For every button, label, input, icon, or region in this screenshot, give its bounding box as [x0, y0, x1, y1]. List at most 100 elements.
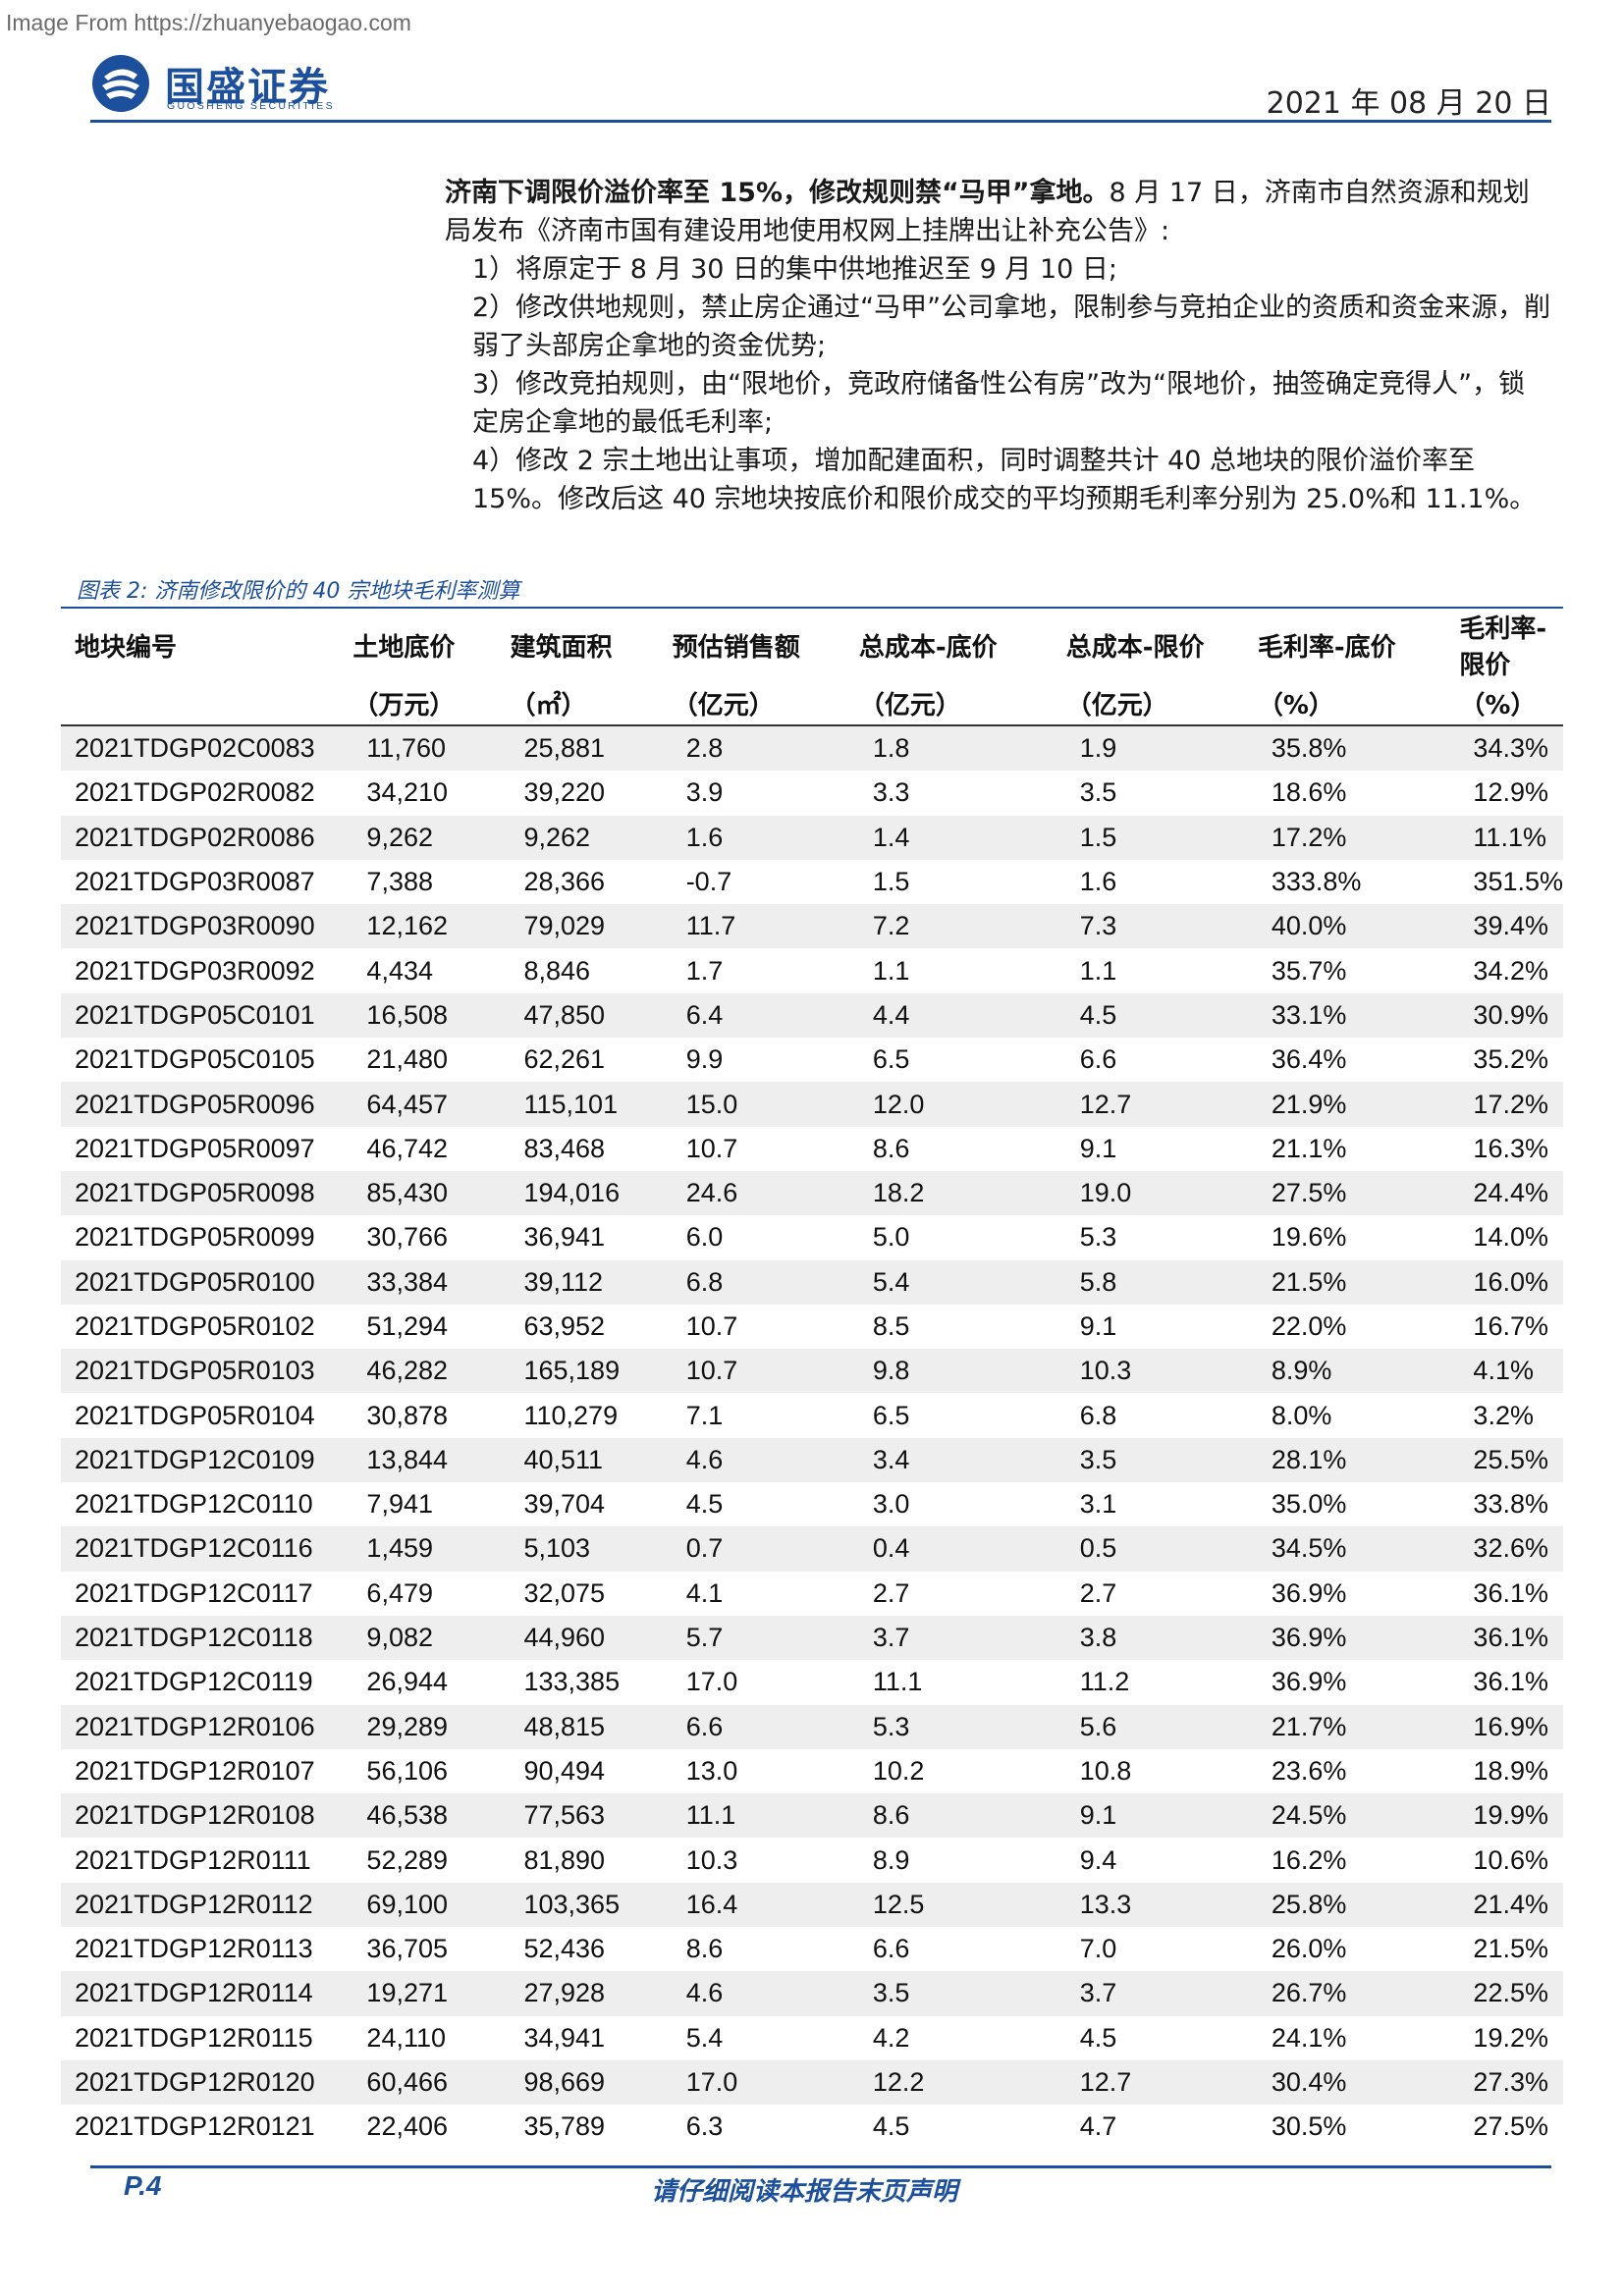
- column-header: 毛利率-限价: [1459, 614, 1547, 680]
- table-cell: 3.7: [1065, 1971, 1258, 2016]
- table-cell: 4.5: [1065, 992, 1258, 1039]
- table-cell: 63,952: [523, 1311, 606, 1341]
- table-cell: 333.8%: [1271, 867, 1362, 897]
- column-header: 毛利率-底价: [1257, 632, 1396, 663]
- table-cell: 351.5%: [1473, 867, 1563, 897]
- table-cell: 36,941: [523, 1222, 606, 1253]
- parcel-id-cell: 2021TDGP12R0107: [75, 1755, 315, 1786]
- table-cell: 9.4: [1079, 1844, 1117, 1875]
- table-cell: 9.8: [858, 1349, 1066, 1394]
- parcel-id-cell: 2021TDGP12R0106: [61, 1704, 353, 1749]
- table-cell: 5.4: [685, 2022, 724, 2053]
- table-cell: 39,704: [523, 1489, 606, 1520]
- body-paragraph: 济南下调限价溢价率至 15%，修改规则禁“马甲”拿地。8 月 17 日，济南市自…: [445, 174, 1551, 518]
- table-cell: 83,468: [523, 1133, 606, 1163]
- table-cell: 4.5: [1079, 2022, 1117, 2053]
- table-cell: 13.3: [1065, 1882, 1258, 1928]
- table-cell: 17.0: [685, 1667, 738, 1697]
- table-cell: 11.1: [872, 1667, 923, 1697]
- page-number: P.4: [124, 2170, 162, 2201]
- table-row: 2021TDGP12C0117 6,479 32,075 4.1 2.7 2.7 36.9%…: [61, 1572, 1563, 1616]
- table-cell: 35.0%: [1271, 1489, 1347, 1520]
- table-cell: 11,760: [352, 725, 511, 772]
- parcel-id-cell: 2021TDGP05R0104: [75, 1400, 315, 1430]
- table-cell: 8.6: [685, 1934, 724, 1964]
- table-cell: 4.5: [872, 2111, 910, 2142]
- list-item: 3）修改竞拍规则，由“限地价，竞政府储备性公有房”改为“限地价，抽签确定竞得人”…: [472, 369, 1526, 438]
- table-cell: 3.4: [858, 1437, 1066, 1483]
- table-cell: 56,106: [366, 1755, 449, 1786]
- table-cell: 3.5: [1065, 1437, 1258, 1483]
- table-cell: 35.2%: [1473, 1044, 1548, 1075]
- table-row: 2021TDGP02R0086 9,262 9,262 1.6 1.4 1.5 17.2% 1…: [61, 815, 1563, 860]
- table-cell: 29,289: [352, 1704, 511, 1749]
- parcel-id-cell: 2021TDGP05R0100: [61, 1259, 353, 1305]
- table-row: 2021TDGP12R0106 29,289 48,815 6.6 5.3 5.6 21.7…: [61, 1704, 1563, 1749]
- parcel-id-cell: 2021TDGP05R0097: [75, 1133, 315, 1163]
- table-cell: 24,110: [366, 2022, 446, 2053]
- table-cell: 21.7%: [1257, 1704, 1460, 1749]
- table-cell: 21.5%: [1257, 1259, 1460, 1305]
- table-cell: 4.6: [672, 1971, 859, 2016]
- table-row: 2021TDGP05R0103 46,282 165,189 10.7 9.8 10.3 8…: [61, 1349, 1563, 1394]
- table-cell: 39,112: [510, 1259, 673, 1305]
- table-cell: 133,385: [523, 1667, 621, 1697]
- table-cell: 25,881: [510, 725, 673, 772]
- table-cell: 25.5%: [1459, 1437, 1563, 1483]
- table-cell: 9.1: [1079, 1311, 1117, 1341]
- table-cell: 27.5%: [1473, 2111, 1548, 2142]
- table-cell: 19.0: [1065, 1170, 1258, 1216]
- table-cell: 7,941: [366, 1489, 433, 1520]
- table-cell: 98,669: [510, 2059, 673, 2106]
- table-cell: 17.2%: [1257, 815, 1460, 860]
- table-cell: 13.0: [685, 1755, 738, 1786]
- table-cell: 16.4: [672, 1882, 859, 1928]
- table-cell: 30.5%: [1271, 2111, 1347, 2142]
- source-watermark: Image From https://zhuanyebaogao.com: [6, 10, 411, 35]
- table-cell: 12.0: [858, 1082, 1066, 1127]
- parcel-id-cell: 2021TDGP12C0110: [75, 1489, 313, 1520]
- table-cell: 9,262: [510, 815, 673, 860]
- table-cell: 24.4%: [1459, 1170, 1563, 1216]
- table-cell: 6,479: [366, 1577, 433, 1608]
- table-cell: 16.7%: [1473, 1311, 1548, 1341]
- lead-paragraph: 济南下调限价溢价率至 15%，修改规则禁“马甲”拿地。8 月 17 日，济南市自…: [445, 174, 1551, 250]
- table-cell: 22.5%: [1459, 1971, 1563, 2016]
- table-cell: 6.6: [672, 1704, 859, 1749]
- table-cell: 21.1%: [1271, 1133, 1347, 1163]
- table-cell: 24.6: [672, 1170, 859, 1216]
- table-row: 2021TDGP12R0108 46,538 77,563 11.1 8.6 9.1 24.…: [61, 1793, 1563, 1839]
- table-cell: 7.3: [1065, 904, 1258, 949]
- table-row: 2021TDGP05R0100 33,384 39,112 6.8 5.4 5.8 21.5…: [61, 1259, 1563, 1305]
- table-cell: 10.3: [1065, 1349, 1258, 1394]
- parcel-id-cell: 2021TDGP12R0115: [75, 2022, 313, 2053]
- parcel-id-cell: 2021TDGP05R0103: [61, 1349, 353, 1394]
- table-cell: 90,494: [523, 1755, 606, 1786]
- footer-divider: [90, 2165, 1551, 2168]
- table-cell: 46,742: [366, 1133, 449, 1163]
- table-cell: 22,406: [366, 2111, 449, 2142]
- parcel-id-cell: 2021TDGP12R0114: [61, 1971, 353, 2016]
- table-cell: 11.1%: [1459, 815, 1563, 860]
- column-header: 预估销售额: [672, 632, 800, 663]
- table-cell: 2.7: [1079, 1577, 1117, 1608]
- table-row: 2021TDGP05R0096 64,457 115,101 15.0 12.0 12.7…: [61, 1082, 1563, 1127]
- table-cell: 77,563: [510, 1793, 673, 1839]
- table-cell: 36.1%: [1459, 1615, 1563, 1661]
- column-unit: （亿元）: [672, 690, 775, 721]
- table-cell: 3.7: [858, 1615, 1066, 1661]
- parcel-id-cell: 2021TDGP12C0118: [61, 1615, 353, 1661]
- table-row: 2021TDGP03R0090 12,162 79,029 11.7 7.2 7.3 40.…: [61, 904, 1563, 949]
- parcel-id-cell: 2021TDGP03R0092: [75, 955, 315, 986]
- table-cell: 24.1%: [1271, 2022, 1347, 2053]
- table-cell: 3.1: [1079, 1489, 1117, 1520]
- table-cell: 6.6: [872, 1934, 910, 1964]
- footer-disclaimer: 请仔细阅读本报告末页声明: [651, 2177, 958, 2207]
- table-cell: 8.9: [872, 1844, 910, 1875]
- table-row: 2021TDGP12C0109 13,844 40,511 4.6 3.4 3.5 28.1…: [61, 1437, 1563, 1483]
- table-cell: 36.9%: [1271, 1577, 1347, 1608]
- table-cell: 81,890: [523, 1844, 606, 1875]
- table-cell: 33.8%: [1473, 1489, 1548, 1520]
- figure-divider: [61, 607, 1563, 609]
- table-cell: 5.6: [1065, 1704, 1258, 1749]
